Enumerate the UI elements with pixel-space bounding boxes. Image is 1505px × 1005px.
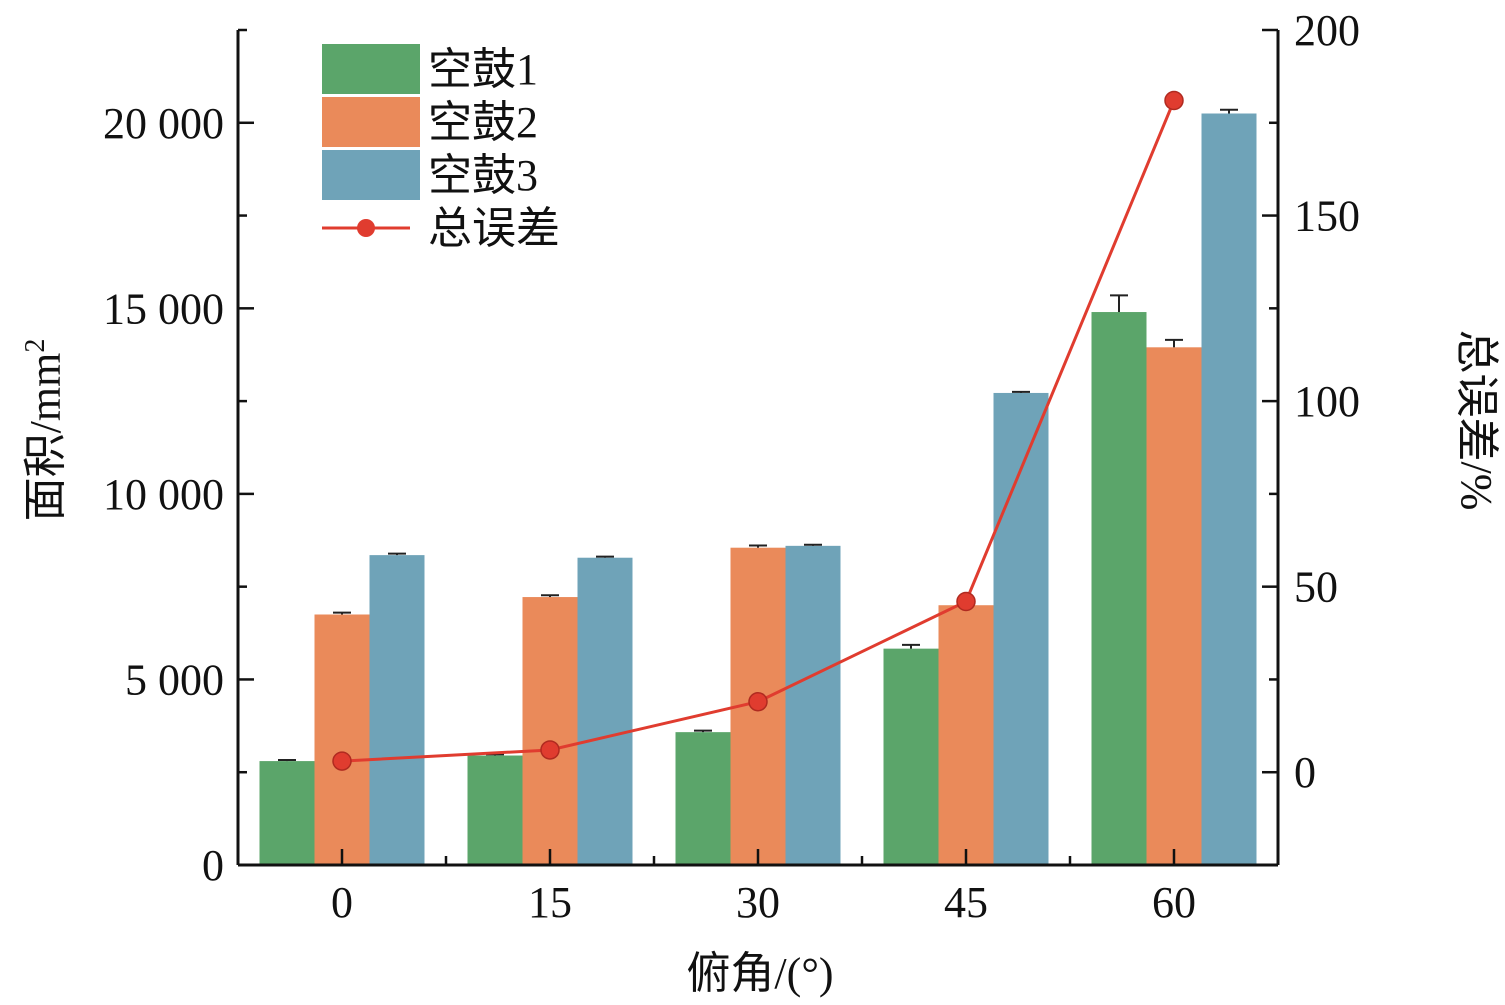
error-bars-layer xyxy=(278,108,1238,762)
y2-tick-label-50: 50 xyxy=(1294,563,1338,612)
axes: 0 5 000 10 000 15 000 20 000 0 50 100 150 200 0 15 3… xyxy=(103,6,1360,927)
y-axis-label: 面积/mm2 xyxy=(20,339,70,522)
y-tick-label-20000: 20 000 xyxy=(103,99,224,148)
y-tick-label-10000: 10 000 xyxy=(103,470,224,519)
x-tick-label-0: 0 xyxy=(331,878,353,927)
total-error-point-45 xyxy=(956,591,976,612)
bar-3-60 xyxy=(1201,113,1257,865)
bar-2-60 xyxy=(1146,347,1202,865)
bar-2-0 xyxy=(314,614,370,865)
y-tick-label-5000: 5 000 xyxy=(125,655,224,704)
bar-1-15 xyxy=(467,755,523,865)
legend-marker xyxy=(357,219,375,237)
x-tick-label-30: 30 xyxy=(736,878,780,927)
bar-2-45 xyxy=(938,605,994,865)
total-error-point-15 xyxy=(540,740,560,760)
x-tick-label-60: 60 xyxy=(1152,878,1196,927)
y2-tick-label-200: 200 xyxy=(1294,6,1360,55)
y2-tick-label-0: 0 xyxy=(1294,748,1316,797)
legend-label-1: 空鼓1 xyxy=(428,45,538,94)
bar-3-30 xyxy=(785,545,841,865)
bars-layer xyxy=(259,113,1257,865)
y-tick-label-15000: 15 000 xyxy=(103,284,224,333)
bar-2-15 xyxy=(522,597,578,865)
x-tick-label-15: 15 xyxy=(528,878,572,927)
bar-1-30 xyxy=(675,732,731,865)
legend-swatch-1 xyxy=(322,44,420,94)
total-error-point-0 xyxy=(332,751,352,771)
legend-label-3: 空鼓3 xyxy=(428,151,538,200)
y2-axis-label: 总误差/% xyxy=(1452,330,1501,511)
legend-swatch-2 xyxy=(322,97,420,147)
x-tick-label-45: 45 xyxy=(944,878,988,927)
bar-1-0 xyxy=(259,761,315,865)
bar-1-45 xyxy=(883,648,939,865)
bar-3-15 xyxy=(577,557,633,865)
y2-tick-label-150: 150 xyxy=(1294,192,1360,241)
legend-swatch-3 xyxy=(322,150,420,200)
total-error-point-30 xyxy=(748,691,768,712)
bar-3-0 xyxy=(369,555,425,865)
legend-label-2: 空鼓2 xyxy=(428,98,538,147)
x-axis-label: 俯角/(°) xyxy=(686,949,833,998)
y-axis-label-sup: 2 xyxy=(20,339,51,353)
y-tick-label-0: 0 xyxy=(202,841,224,890)
total-error-line-layer xyxy=(332,90,1184,771)
legend-label-4: 总误差 xyxy=(428,204,560,253)
bar-3-45 xyxy=(993,392,1049,865)
total-error-point-60 xyxy=(1164,90,1184,111)
y2-tick-label-100: 100 xyxy=(1294,377,1360,426)
bar-1-60 xyxy=(1091,312,1147,865)
